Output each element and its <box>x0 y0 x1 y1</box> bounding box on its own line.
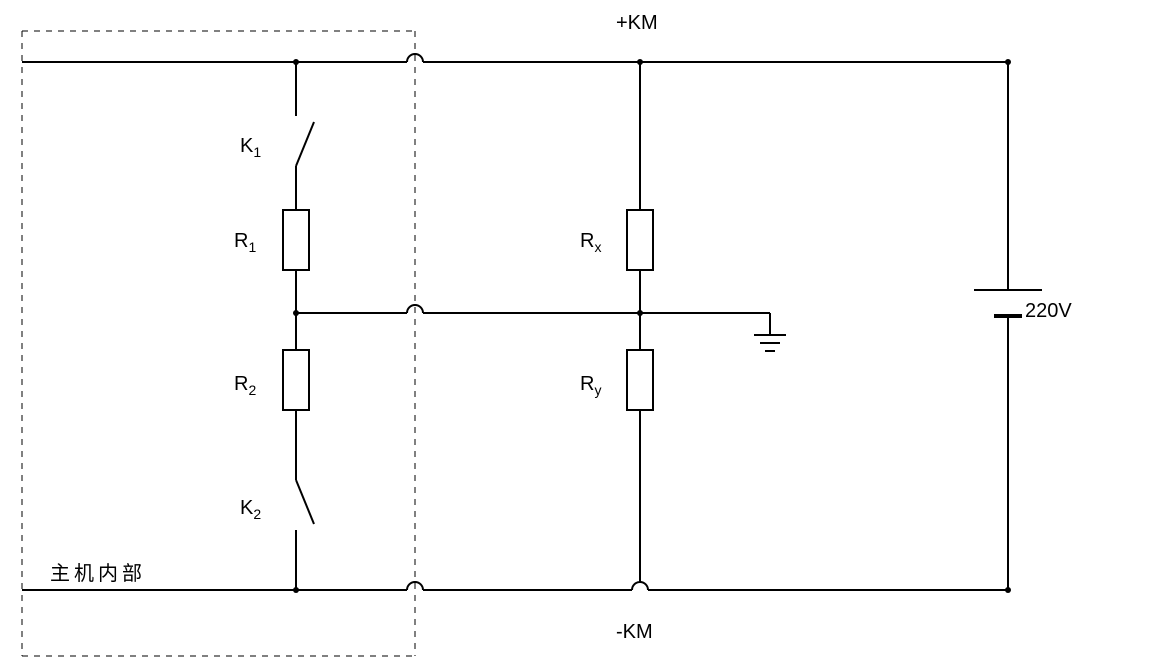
label-rx: Rx <box>580 230 601 255</box>
label-host-internal: 主机内部 <box>50 557 146 586</box>
label-r1: R1 <box>234 230 256 255</box>
label-k1: K1 <box>240 135 261 160</box>
label-ry: Ry <box>580 373 601 398</box>
label-top-bus: +KM <box>616 12 658 35</box>
label-voltage: 220V <box>1025 300 1072 323</box>
label-k2: K2 <box>240 497 261 522</box>
label-r2: R2 <box>234 373 256 398</box>
label-bottom-bus: -KM <box>616 621 653 644</box>
circuit-diagram <box>0 0 1151 657</box>
